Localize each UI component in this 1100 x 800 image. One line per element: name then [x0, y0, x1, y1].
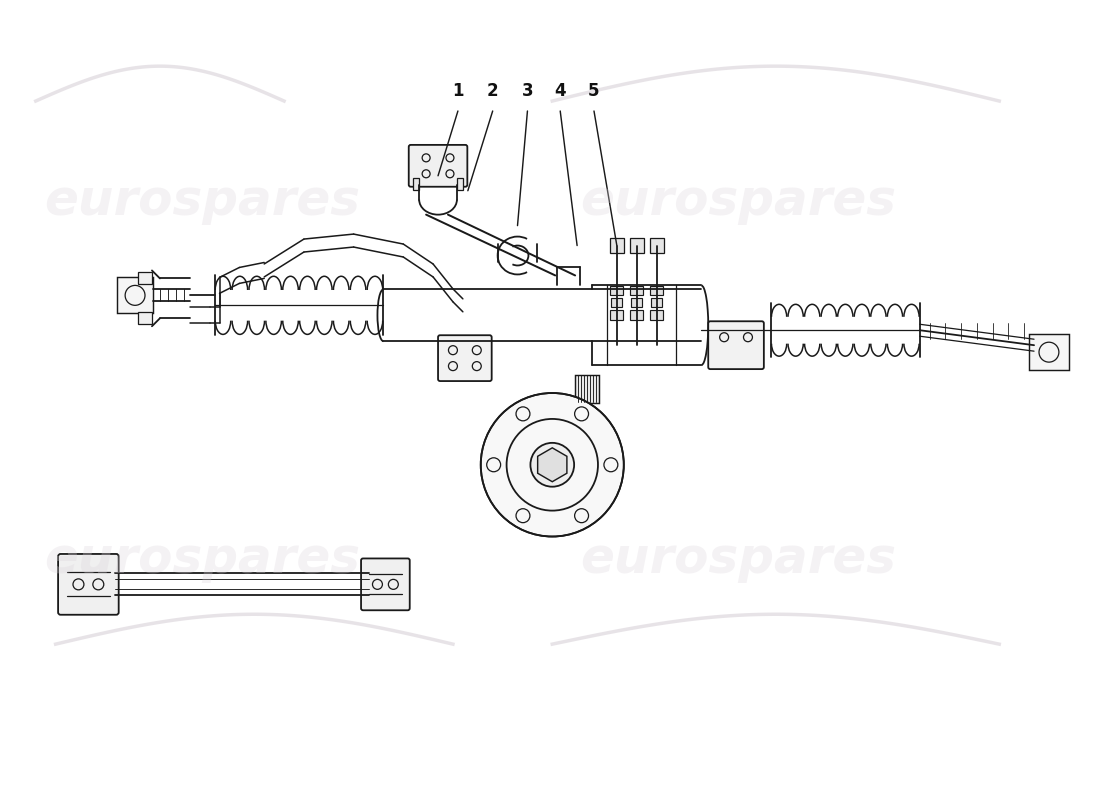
Text: eurospares: eurospares [45, 535, 361, 583]
FancyBboxPatch shape [409, 145, 468, 186]
Circle shape [481, 393, 624, 537]
FancyBboxPatch shape [438, 335, 492, 381]
Bar [414, 178, 419, 190]
Bar [650, 238, 663, 253]
Text: 5: 5 [588, 82, 600, 100]
Bar [612, 298, 623, 307]
Bar [1030, 334, 1069, 370]
Text: 1: 1 [452, 82, 464, 100]
Bar [630, 238, 644, 253]
Bar [610, 286, 624, 295]
FancyBboxPatch shape [708, 322, 763, 369]
Text: eurospares: eurospares [580, 177, 896, 225]
Bar [610, 310, 624, 320]
Bar [630, 310, 644, 320]
Text: 3: 3 [521, 82, 534, 100]
Bar [609, 238, 624, 253]
FancyBboxPatch shape [361, 558, 409, 610]
Bar [650, 310, 663, 320]
Bar [650, 286, 663, 295]
Bar [630, 286, 644, 295]
Bar [118, 278, 153, 314]
Text: eurospares: eurospares [45, 177, 361, 225]
Bar [651, 298, 662, 307]
FancyBboxPatch shape [58, 554, 119, 614]
Text: 2: 2 [487, 82, 498, 100]
Bar [575, 375, 600, 403]
Text: eurospares: eurospares [580, 535, 896, 583]
Text: 4: 4 [554, 82, 566, 100]
Bar [139, 312, 152, 324]
Bar [456, 178, 463, 190]
Bar [631, 298, 642, 307]
Circle shape [530, 443, 574, 486]
Bar [139, 273, 152, 285]
